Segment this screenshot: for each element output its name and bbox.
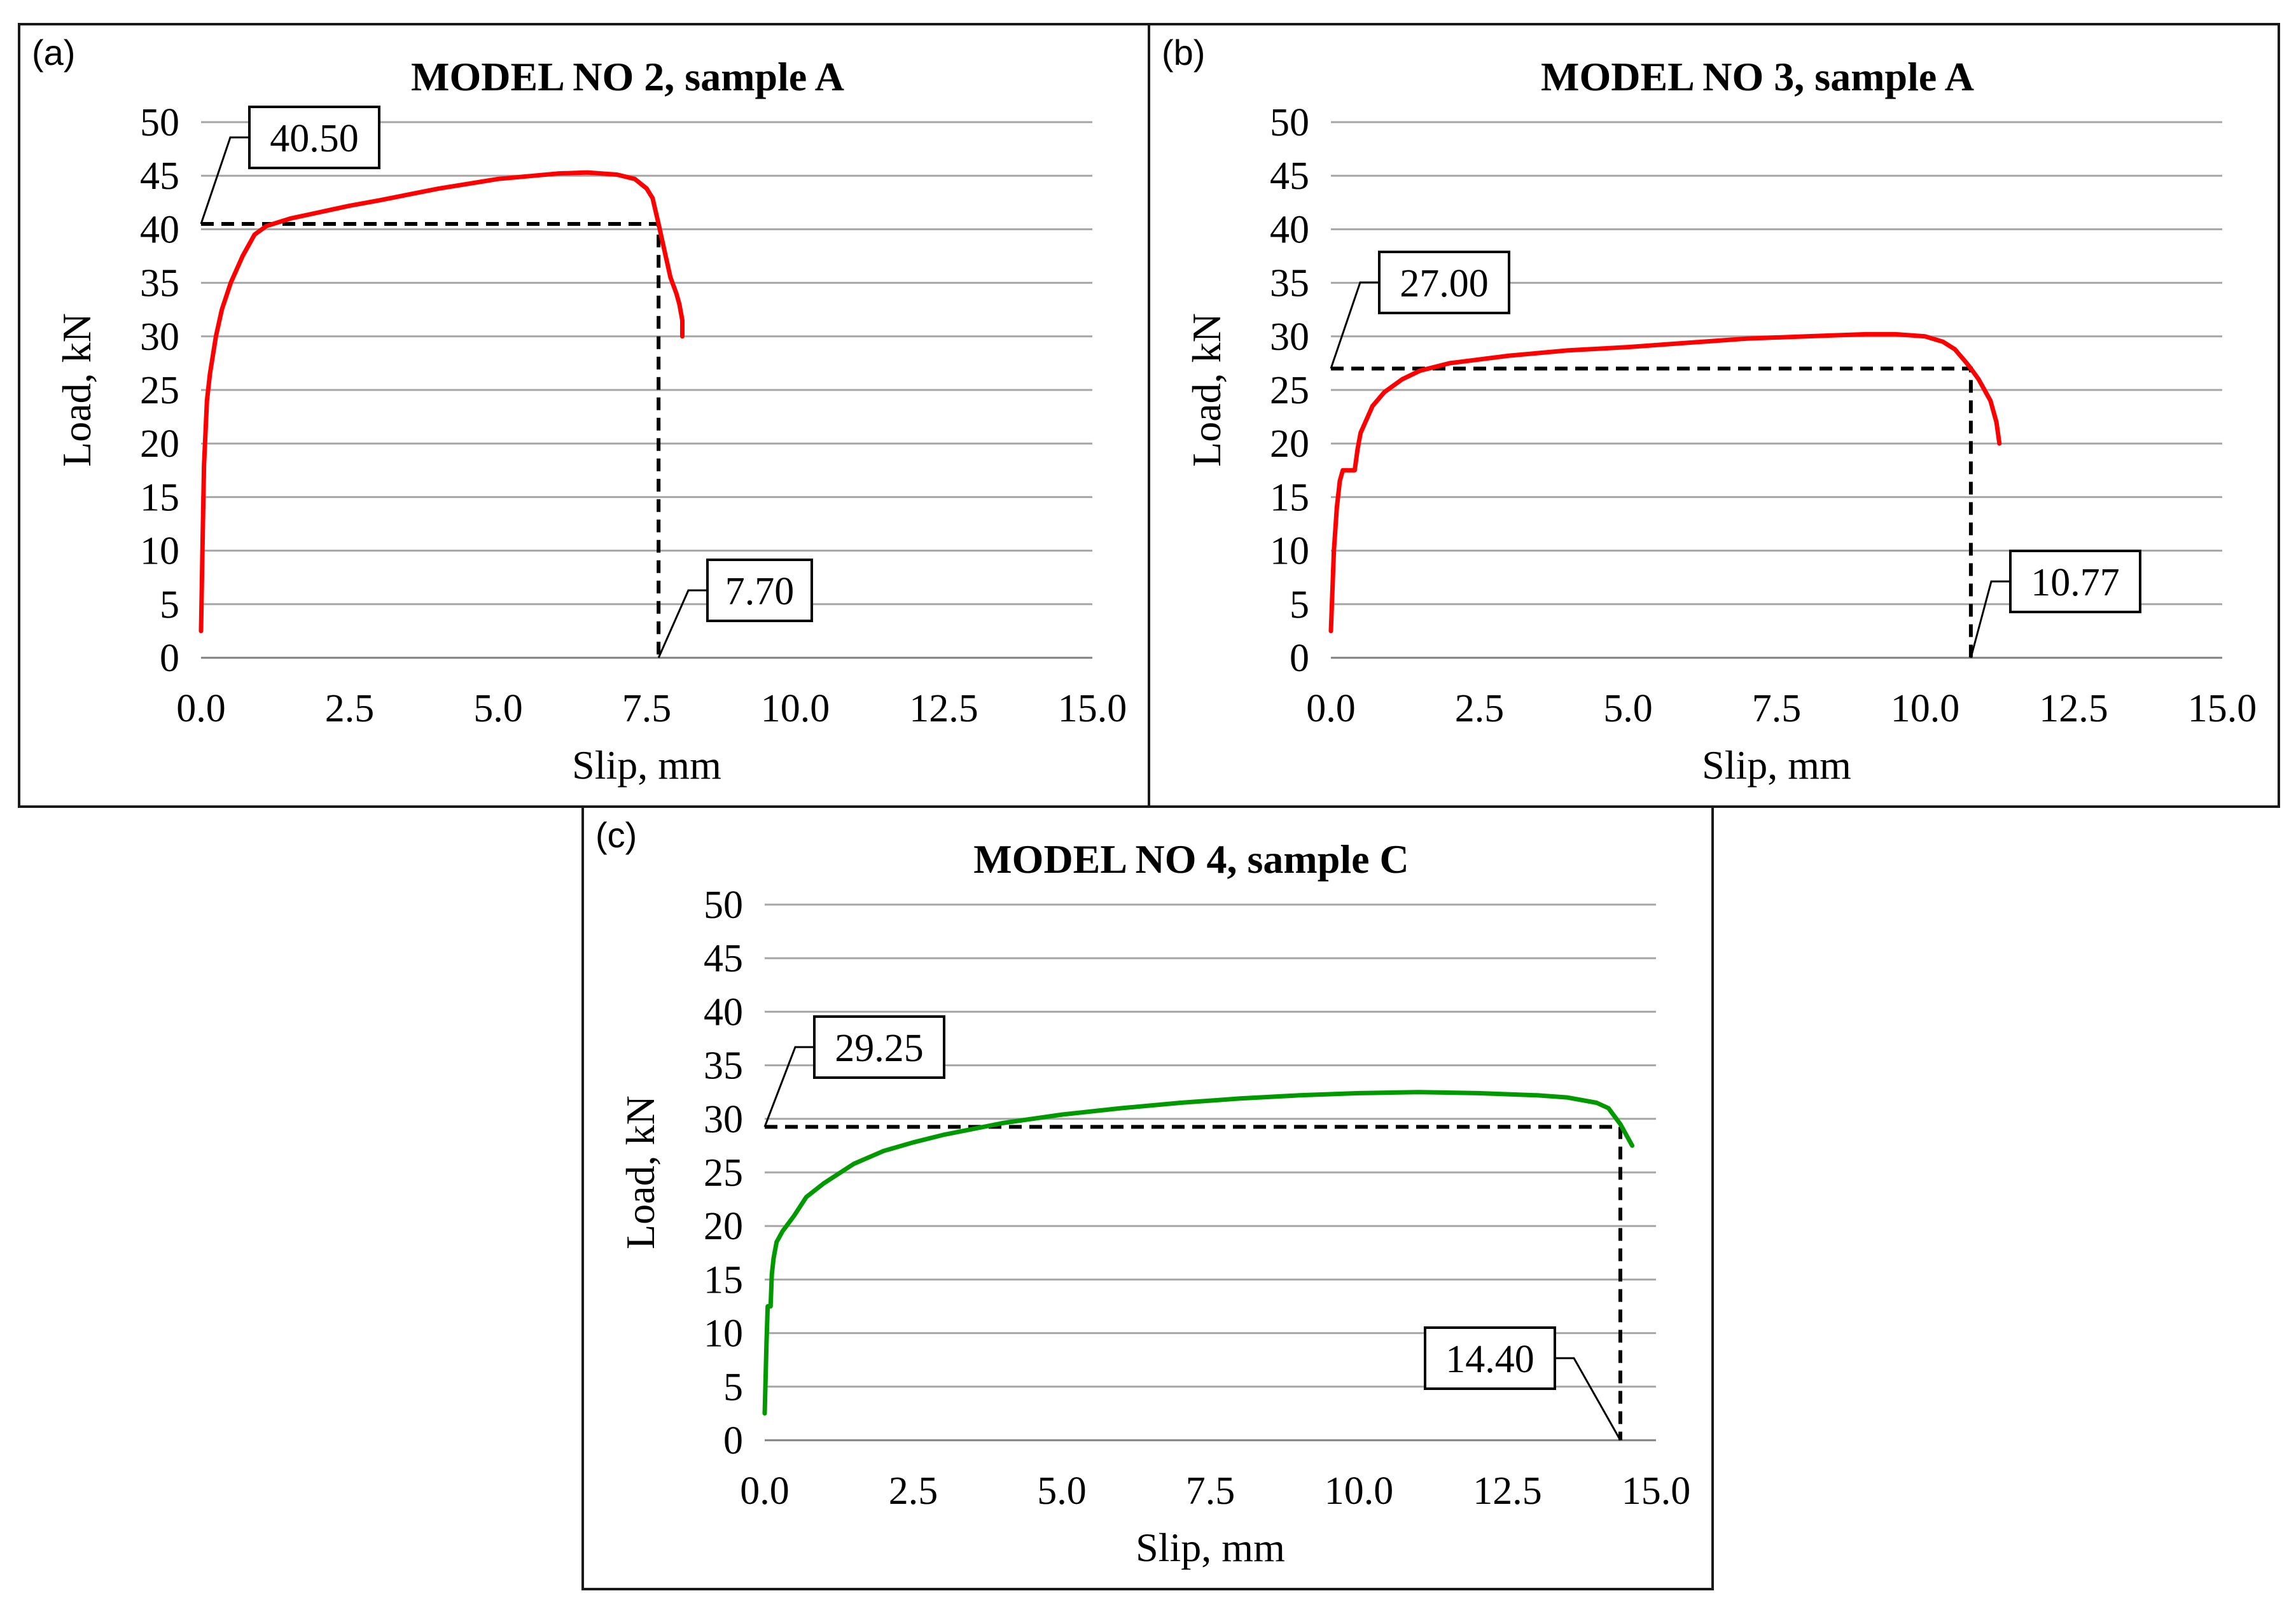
y-tick-label: 25 (704, 1151, 743, 1195)
callout-box (706, 559, 813, 622)
callout-leader (200, 136, 249, 225)
chart-title: MODEL NO 2, sample A (411, 54, 844, 99)
y-tick-label: 35 (704, 1045, 743, 1088)
callout-label: 40.50 (270, 117, 359, 160)
y-axis-title: Load, kN (1184, 313, 1229, 467)
y-tick-label: 35 (1270, 262, 1309, 305)
chart-title: MODEL NO 3, sample A (1541, 54, 1974, 99)
guide-dashed-line (1331, 366, 1973, 658)
x-tick-label: 12.5 (1473, 1470, 1542, 1513)
x-tick-label: 10.0 (761, 687, 830, 730)
y-tick-label: 40 (704, 990, 743, 1034)
y-tick-label: 5 (723, 1366, 743, 1409)
y-tick-label: 5 (1290, 583, 1309, 627)
series-line (762, 1090, 1635, 1416)
chart-svg: (b) MODEL NO 3, sample A 0 5 10 15 20 25 30 35 40 4… (1162, 32, 2257, 788)
callout-box (1424, 1326, 1556, 1390)
y-tick-label: 50 (704, 884, 743, 927)
y-tick-label: 0 (160, 637, 179, 680)
callout-box (2009, 550, 2141, 613)
x-tick-label: 5.0 (1603, 687, 1653, 730)
y-tick-label: 40 (140, 208, 179, 251)
callout-box (1378, 251, 1510, 314)
series-line (198, 170, 685, 634)
chart-svg: (a) MODEL NO 2, sample A 0 5 10 15 20 25 30 35 40 4… (32, 32, 1127, 788)
chart-title: MODEL NO 4, sample C (973, 837, 1409, 882)
y-tick-label: 50 (1270, 101, 1309, 144)
x-tick-label: 10.0 (1325, 1470, 1394, 1513)
x-tick-label: 0.0 (176, 687, 226, 730)
y-tick-label: 10 (140, 530, 179, 573)
callout-leader (1555, 1357, 1622, 1441)
x-axis-title: Slip, mm (1702, 742, 1851, 788)
callout-leader (763, 1046, 814, 1127)
x-tick-label: 10.0 (1891, 687, 1960, 730)
y-tick-label: 25 (1270, 369, 1309, 412)
x-tick-label: 12.5 (909, 687, 978, 730)
panel-label: (a) (32, 32, 75, 73)
x-tick-label: 7.5 (622, 687, 672, 730)
y-tick-label: 10 (704, 1312, 743, 1356)
callout-box (813, 1015, 945, 1079)
y-tick-label: 20 (704, 1205, 743, 1248)
y-tick-label: 10 (1270, 530, 1309, 573)
y-tick-label: 15 (140, 476, 179, 519)
x-tick-label: 0.0 (740, 1470, 790, 1513)
x-tick-label: 2.5 (889, 1470, 938, 1513)
y-tick-label: 30 (1270, 316, 1309, 359)
y-tick-label: 0 (723, 1419, 743, 1463)
callout-box (248, 106, 380, 169)
chart-panel-c: (c) MODEL NO 4, sample C 0 5 10 15 20 25 30 35 40 4… (581, 805, 1714, 1590)
y-tick-label: 25 (140, 369, 179, 412)
callout-leader (1970, 580, 2010, 658)
x-axis-title: Slip, mm (572, 742, 721, 788)
x-tick-label: 5.0 (473, 687, 523, 730)
panel-label: (b) (1162, 32, 1205, 73)
y-tick-label: 30 (140, 316, 179, 359)
y-axis-title: Load, kN (54, 313, 99, 467)
y-tick-label: 20 (140, 422, 179, 466)
x-tick-label: 2.5 (325, 687, 375, 730)
x-axis-title: Slip, mm (1136, 1525, 1285, 1570)
y-tick-label: 45 (140, 155, 179, 198)
y-tick-label: 50 (140, 101, 179, 144)
chart-panel-b: (b) MODEL NO 3, sample A 0 5 10 15 20 25 30 35 40 4… (1148, 23, 2280, 808)
y-tick-label: 15 (1270, 476, 1309, 519)
callout-label: 7.70 (725, 570, 795, 613)
callout-label: 27.00 (1400, 262, 1489, 305)
y-tick-label: 30 (704, 1098, 743, 1141)
x-tick-label: 7.5 (1186, 1470, 1235, 1513)
y-tick-label: 20 (1270, 422, 1309, 466)
x-tick-label: 15.0 (1058, 687, 1127, 730)
callout-leader (657, 589, 707, 658)
x-tick-label: 15.0 (2188, 687, 2257, 730)
chart-svg: (c) MODEL NO 4, sample C 0 5 10 15 20 25 30 35 40 4… (595, 815, 1691, 1570)
y-tick-label: 15 (704, 1258, 743, 1302)
x-tick-label: 0.0 (1306, 687, 1356, 730)
y-tick-label: 45 (704, 937, 743, 980)
x-tick-label: 7.5 (1752, 687, 1802, 730)
x-tick-label: 15.0 (1622, 1470, 1691, 1513)
panel-label: (c) (595, 815, 637, 855)
series-line (1328, 331, 2002, 634)
y-tick-label: 40 (1270, 208, 1309, 251)
callout-label: 29.25 (835, 1027, 924, 1070)
callout-label: 14.40 (1445, 1338, 1534, 1381)
y-tick-label: 45 (1270, 155, 1309, 198)
callout-leader (1330, 281, 1379, 369)
x-tick-label: 2.5 (1455, 687, 1505, 730)
y-tick-label: 5 (160, 583, 179, 627)
guide-dashed-line (765, 1125, 1622, 1440)
callout-label: 10.77 (2031, 561, 2120, 604)
chart-panel-a: (a) MODEL NO 2, sample A 0 5 10 15 20 25 30 35 40 4… (18, 23, 1150, 808)
guide-dashed-line (201, 221, 661, 658)
y-tick-label: 35 (140, 262, 179, 305)
y-tick-label: 0 (1290, 637, 1309, 680)
x-tick-label: 12.5 (2039, 687, 2108, 730)
x-tick-label: 5.0 (1037, 1470, 1087, 1513)
y-axis-title: Load, kN (618, 1095, 663, 1249)
